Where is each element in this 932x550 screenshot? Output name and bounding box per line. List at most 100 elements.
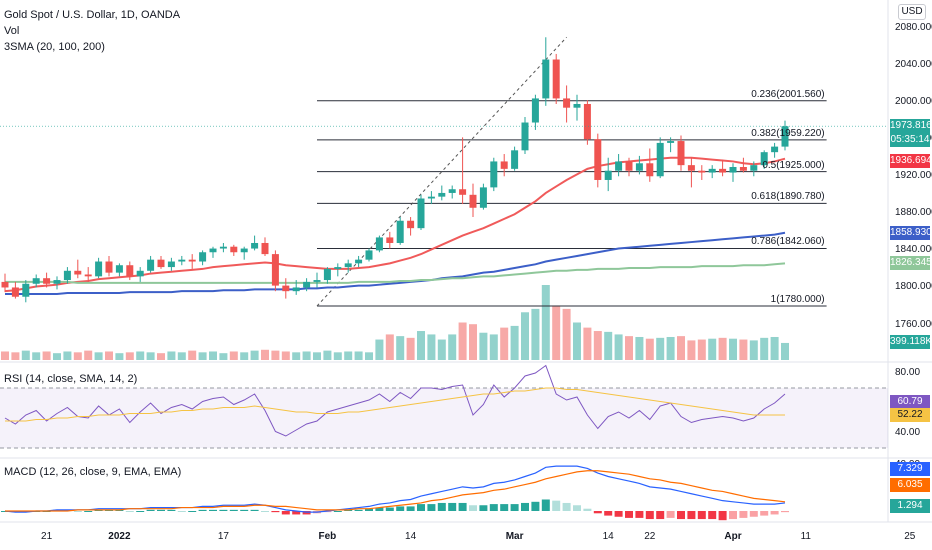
macd-histogram-bar xyxy=(656,511,665,520)
volume-bar xyxy=(167,351,176,360)
volume-bar xyxy=(188,350,197,360)
macd-histogram-bar xyxy=(261,511,269,512)
time-tick-label: 22 xyxy=(644,531,656,542)
candle-body xyxy=(771,146,779,153)
volume-bar xyxy=(427,334,436,360)
volume-bar xyxy=(469,324,477,360)
macd-histogram-bar xyxy=(552,500,561,511)
macd-histogram-bar xyxy=(729,511,737,520)
candle-body xyxy=(303,281,311,288)
volume-bar xyxy=(448,334,457,360)
volume-bar xyxy=(417,331,425,360)
candle-body xyxy=(115,265,123,273)
candle-body xyxy=(219,246,227,249)
candle-body xyxy=(563,98,571,108)
time-tick-label: 14 xyxy=(602,531,614,542)
macd-histogram-bar xyxy=(521,502,529,511)
volume-bar xyxy=(84,350,93,360)
macd-histogram-bar xyxy=(604,511,613,516)
candle-body xyxy=(355,259,363,264)
macd-histogram-bar xyxy=(448,502,457,511)
macd-histogram-bar xyxy=(635,511,644,518)
rsi-line xyxy=(5,387,785,422)
rsi-value-tag: 60.79 xyxy=(890,394,930,409)
candle-body xyxy=(511,150,519,169)
candle-body xyxy=(167,261,175,268)
macd-histogram-bar xyxy=(593,511,602,514)
candle-body xyxy=(365,250,373,260)
symbol-legend[interactable]: Gold Spot / U.S. Dollar, 1D, OANDA xyxy=(4,9,181,21)
candle-body xyxy=(375,237,383,251)
candle-body xyxy=(282,285,290,292)
rsi-tick-label: 40.00 xyxy=(895,427,921,438)
volume-bar xyxy=(115,353,124,360)
macd-histogram-bar xyxy=(708,511,717,520)
candle-body xyxy=(479,187,487,208)
time-tick-label: Feb xyxy=(318,531,337,542)
macd-histogram-bar xyxy=(489,504,498,511)
volume-bar xyxy=(645,338,654,360)
candle-body xyxy=(53,280,61,284)
candle-body xyxy=(521,122,529,151)
volume-bar xyxy=(209,351,217,360)
macd-histogram-bar xyxy=(760,511,769,516)
macd-histogram-bar xyxy=(739,511,748,518)
candle-body xyxy=(251,242,259,249)
macd-histogram-bar xyxy=(583,508,592,511)
volume-bar xyxy=(11,352,20,360)
candle-body xyxy=(687,165,695,171)
macd-histogram-bar xyxy=(146,509,155,511)
macd-value-tag: 7.329 xyxy=(890,462,930,476)
volume-bar xyxy=(261,349,269,360)
volume-bar xyxy=(292,352,301,360)
volume-bar xyxy=(521,312,529,360)
candle-body xyxy=(646,163,654,177)
candle-body xyxy=(230,246,238,253)
candle-body xyxy=(583,103,591,140)
price-tick-label: 1920.000 xyxy=(895,170,932,182)
volume-bar xyxy=(146,352,155,360)
fib-level-label: 1(1780.000) xyxy=(770,294,825,305)
volume-bar xyxy=(656,337,665,360)
volume-bar xyxy=(604,331,613,360)
volume-legend[interactable]: Vol xyxy=(4,25,20,37)
macd-histogram-bar xyxy=(666,511,675,518)
volume-bar xyxy=(354,351,363,360)
volume-bar xyxy=(760,337,769,360)
rsi-legend[interactable]: RSI (14, close, SMA, 14, 2) xyxy=(4,373,138,385)
candle-body xyxy=(178,259,186,262)
macd-histogram-bar xyxy=(396,506,405,511)
macd-histogram-bar xyxy=(625,511,633,518)
price-tag: 05:35:14 xyxy=(890,133,930,148)
macd-histogram-bar xyxy=(385,507,394,511)
volume-bar xyxy=(406,337,415,360)
candle-body xyxy=(698,170,706,173)
currency-button[interactable]: USD xyxy=(898,4,926,20)
candle-body xyxy=(438,192,446,197)
volume-bar xyxy=(573,322,581,360)
candle-body xyxy=(323,268,331,281)
candle-body xyxy=(63,270,71,281)
macd-histogram-bar xyxy=(562,502,571,511)
rsi-band xyxy=(0,388,888,448)
macd-histogram-bar xyxy=(677,511,685,520)
volume-bar xyxy=(552,305,561,360)
macd-histogram-bar xyxy=(406,506,415,511)
price-tag: 399.118K xyxy=(890,335,932,349)
volume-bar xyxy=(313,352,321,360)
candle-body xyxy=(334,267,342,269)
macd-histogram-bar xyxy=(541,499,550,511)
macd-histogram-bar xyxy=(531,501,540,511)
candle-body xyxy=(74,270,82,275)
candle-body xyxy=(95,261,103,277)
macd-histogram-bar xyxy=(687,511,696,520)
macd-histogram-bar xyxy=(749,511,758,517)
volume-bar xyxy=(687,340,696,360)
volume-bar xyxy=(718,337,727,360)
macd-histogram-bar xyxy=(697,511,706,520)
macd-legend[interactable]: MACD (12, 26, close, 9, EMA, EMA) xyxy=(4,466,182,478)
macd-histogram-bar xyxy=(437,502,446,511)
sma-legend[interactable]: 3SMA (20, 100, 200) xyxy=(4,41,105,53)
candle-body xyxy=(500,161,508,169)
